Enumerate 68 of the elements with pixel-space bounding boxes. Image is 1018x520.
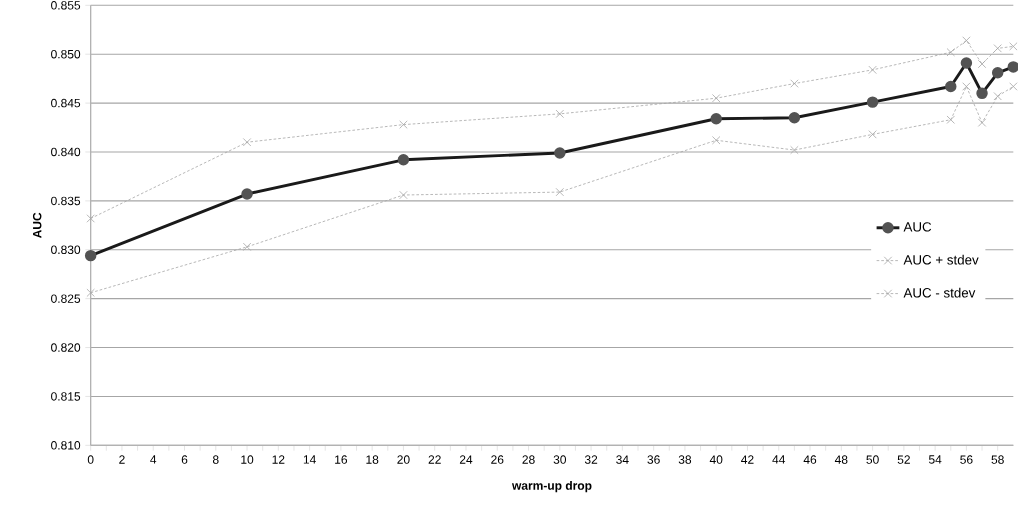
y-tick-label: 0.855 bbox=[51, 1, 81, 10]
y-tick-label: 0.830 bbox=[51, 245, 81, 255]
point bbox=[790, 79, 799, 88]
point bbox=[399, 190, 408, 200]
y-axis-title: AUC bbox=[32, 212, 42, 239]
point bbox=[868, 65, 877, 75]
x-tick-label: 48 bbox=[834, 455, 848, 464]
y-tick-label: 0.825 bbox=[51, 294, 81, 303]
x-tick-label: 40 bbox=[709, 455, 723, 464]
x-tick-label: 6 bbox=[181, 455, 188, 464]
x-tick-label: 44 bbox=[772, 455, 786, 464]
point bbox=[555, 187, 564, 197]
y-tick-label: 0.850 bbox=[51, 49, 81, 59]
legend-label: AUC + stdev bbox=[903, 254, 979, 265]
point bbox=[962, 82, 971, 91]
x-tick-label: 10 bbox=[241, 455, 254, 464]
x-tick-label: 52 bbox=[897, 455, 910, 464]
point bbox=[790, 145, 799, 155]
y-tick-label: 0.810 bbox=[51, 441, 81, 450]
point bbox=[946, 115, 955, 124]
x-tick-label: 0 bbox=[87, 455, 94, 464]
y-tick-label: 0.815 bbox=[51, 392, 81, 401]
x-tick-label: 28 bbox=[522, 455, 535, 464]
point bbox=[86, 214, 95, 223]
y-tick-label: 0.820 bbox=[51, 343, 81, 352]
point bbox=[242, 138, 252, 147]
x-tick-label: 16 bbox=[335, 455, 348, 464]
point bbox=[399, 120, 408, 129]
point bbox=[555, 109, 564, 119]
point bbox=[242, 242, 252, 252]
y-tick-label: 0.835 bbox=[51, 196, 81, 206]
x-tick-label: 38 bbox=[678, 455, 692, 464]
x-tick-label: 14 bbox=[303, 455, 316, 464]
x-tick-label: 26 bbox=[491, 455, 504, 464]
point bbox=[977, 118, 987, 127]
point bbox=[962, 36, 971, 45]
x-axis-title: warm-up drop bbox=[511, 481, 592, 493]
x-tick-label: 30 bbox=[553, 455, 567, 464]
x-tick-label: 58 bbox=[991, 455, 1004, 464]
x-tick-label: 36 bbox=[647, 455, 660, 464]
legend-label: AUC - stdev bbox=[903, 287, 976, 298]
point bbox=[712, 136, 721, 145]
x-tick-label: 4 bbox=[150, 455, 157, 464]
point bbox=[946, 48, 955, 57]
x-tick-label: 2 bbox=[119, 455, 125, 464]
x-tick-label: 46 bbox=[803, 455, 817, 464]
x-tick-label: 50 bbox=[866, 455, 879, 464]
x-tick-label: 24 bbox=[459, 455, 473, 464]
y-tick-label: 0.840 bbox=[51, 147, 81, 157]
point bbox=[1009, 42, 1018, 51]
x-tick-label: 42 bbox=[741, 455, 754, 464]
x-tick-label: 56 bbox=[960, 455, 973, 464]
point bbox=[86, 288, 95, 297]
x-tick-label: 8 bbox=[212, 455, 219, 464]
x-tick-label: 54 bbox=[928, 455, 942, 464]
x-tick-label: 12 bbox=[272, 455, 285, 464]
point bbox=[993, 92, 1002, 101]
y-tick-label: 0.845 bbox=[51, 98, 81, 108]
point bbox=[1009, 82, 1018, 91]
x-tick-label: 32 bbox=[584, 455, 598, 464]
legend-label: AUC bbox=[903, 222, 932, 232]
point bbox=[712, 94, 721, 103]
x-tick-label: 34 bbox=[616, 455, 629, 464]
x-tick-label: 22 bbox=[428, 455, 441, 464]
point bbox=[993, 44, 1002, 53]
x-tick-label: 20 bbox=[397, 455, 410, 464]
point bbox=[868, 130, 877, 139]
x-tick-label: 18 bbox=[366, 455, 379, 464]
